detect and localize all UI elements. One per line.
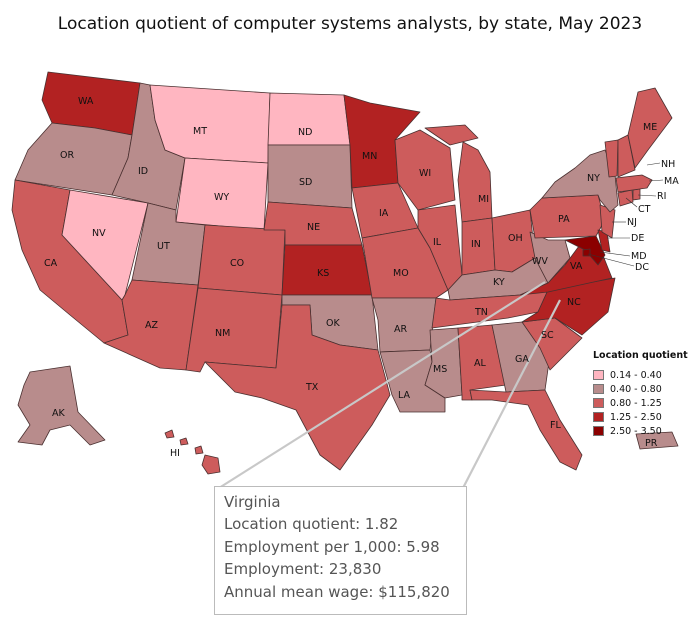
legend-item[interactable]: 0.14 - 0.40: [593, 368, 688, 382]
label-MD: MD: [631, 251, 647, 262]
label-AR: AR: [394, 324, 407, 335]
label-NE: NE: [307, 222, 320, 233]
label-KS: KS: [317, 268, 329, 279]
legend-label: 2.50 - 3.50: [610, 425, 662, 437]
state-MT[interactable]: [149, 84, 271, 164]
label-MS: MS: [433, 364, 447, 375]
leader-RI: [637, 194, 657, 197]
label-DC: DC: [635, 262, 649, 273]
legend-label: 1.25 - 2.50: [610, 411, 662, 423]
label-SC: SC: [541, 330, 554, 341]
state-CT[interactable]: [617, 189, 634, 207]
tooltip-employment: Employment: 23,830: [224, 560, 382, 579]
label-HI: HI: [170, 448, 180, 459]
label-AZ: AZ: [145, 320, 158, 331]
label-CT: CT: [638, 204, 651, 215]
label-CA: CA: [44, 258, 58, 269]
legend-swatch: [593, 384, 604, 394]
state-VT[interactable]: [604, 139, 619, 178]
label-IA: IA: [379, 208, 389, 219]
label-TX: TX: [305, 382, 319, 393]
label-NJ: NJ: [627, 217, 637, 228]
label-ME: ME: [643, 122, 657, 133]
legend-swatch: [593, 412, 604, 422]
state-FL[interactable]: [469, 389, 583, 471]
label-TN: TN: [474, 307, 488, 318]
label-MN: MN: [362, 151, 377, 162]
state-RI[interactable]: [632, 188, 641, 201]
state-AK[interactable]: [17, 365, 106, 446]
label-OR: OR: [60, 150, 74, 161]
tooltip-annual-mean-wage: Annual mean wage: $115,820: [224, 582, 450, 601]
tooltip-leader: [218, 281, 561, 489]
leader-CT: [625, 197, 638, 208]
state-NM[interactable]: [185, 287, 283, 373]
tooltip-state-name: Virginia: [224, 493, 281, 511]
state-DC[interactable]: [582, 248, 591, 257]
label-FL: FL: [550, 420, 561, 431]
legend-item[interactable]: 0.40 - 0.80: [593, 382, 688, 396]
legend-swatch: [593, 398, 604, 408]
label-WV: WV: [532, 256, 548, 267]
label-OK: OK: [326, 318, 340, 329]
legend-title: Location quotient: [593, 350, 688, 361]
label-RI: RI: [657, 191, 666, 202]
state-TX[interactable]: [204, 304, 391, 471]
label-GA: GA: [515, 354, 529, 365]
label-NY: NY: [587, 173, 600, 184]
label-UT: UT: [157, 241, 170, 252]
label-MO: MO: [393, 268, 409, 279]
state-WI[interactable]: [394, 129, 456, 211]
label-WY: WY: [214, 192, 229, 203]
tooltip-employment-per-1000: Employment per 1,000: 5.98: [224, 537, 440, 556]
map-title: Location quotient of computer systems an…: [57, 14, 643, 34]
label-IL: IL: [433, 237, 442, 248]
leader-DC: [587, 253, 635, 267]
state-MA[interactable]: [615, 174, 653, 193]
state-PR[interactable]: [635, 431, 679, 450]
label-KY: KY: [493, 277, 505, 288]
label-ND: ND: [298, 127, 312, 138]
legend-label: 0.80 - 1.25: [610, 397, 662, 409]
label-IN: IN: [471, 239, 481, 250]
label-ID: ID: [138, 166, 148, 177]
state-HI[interactable]: [164, 429, 221, 475]
label-WI: WI: [419, 168, 431, 179]
leader-MA: [648, 179, 664, 182]
label-AL: AL: [474, 358, 486, 369]
leader-MD: [599, 251, 631, 257]
label-PA: PA: [558, 214, 570, 225]
label-LA: LA: [398, 390, 411, 401]
state-MD[interactable]: [564, 235, 606, 266]
state-ME[interactable]: [627, 87, 673, 169]
label-NV: NV: [92, 228, 106, 239]
label-NC: NC: [567, 297, 581, 308]
legend-label: 0.14 - 0.40: [610, 369, 662, 381]
legend-item[interactable]: 2.50 - 3.50: [593, 424, 688, 438]
label-MA: MA: [664, 176, 679, 187]
leader-NH: [646, 162, 661, 166]
label-WA: WA: [78, 96, 94, 107]
legend: Location quotient 0.14 - 0.40 0.40 - 0.8…: [593, 350, 688, 438]
label-AK: AK: [52, 408, 65, 419]
legend-swatch: [593, 370, 604, 380]
tooltip-location-quotient: Location quotient: 1.82: [224, 515, 399, 534]
label-OH: OH: [508, 233, 523, 244]
label-NM: NM: [215, 328, 230, 339]
label-MT: MT: [193, 126, 207, 137]
legend-item[interactable]: 1.25 - 2.50: [593, 410, 688, 424]
label-SD: SD: [299, 177, 312, 188]
legend-item[interactable]: 0.80 - 1.25: [593, 396, 688, 410]
label-VA: VA: [570, 261, 583, 272]
label-MI: MI: [478, 194, 489, 205]
label-PR: PR: [645, 438, 658, 449]
state-NH[interactable]: [617, 134, 636, 178]
label-NH: NH: [661, 159, 675, 170]
label-DE: DE: [631, 233, 644, 244]
legend-swatch: [593, 426, 604, 436]
label-CO: CO: [230, 258, 244, 269]
state-tooltip: Virginia Location quotient: 1.82 Employm…: [214, 486, 467, 615]
legend-label: 0.40 - 0.80: [610, 383, 662, 395]
